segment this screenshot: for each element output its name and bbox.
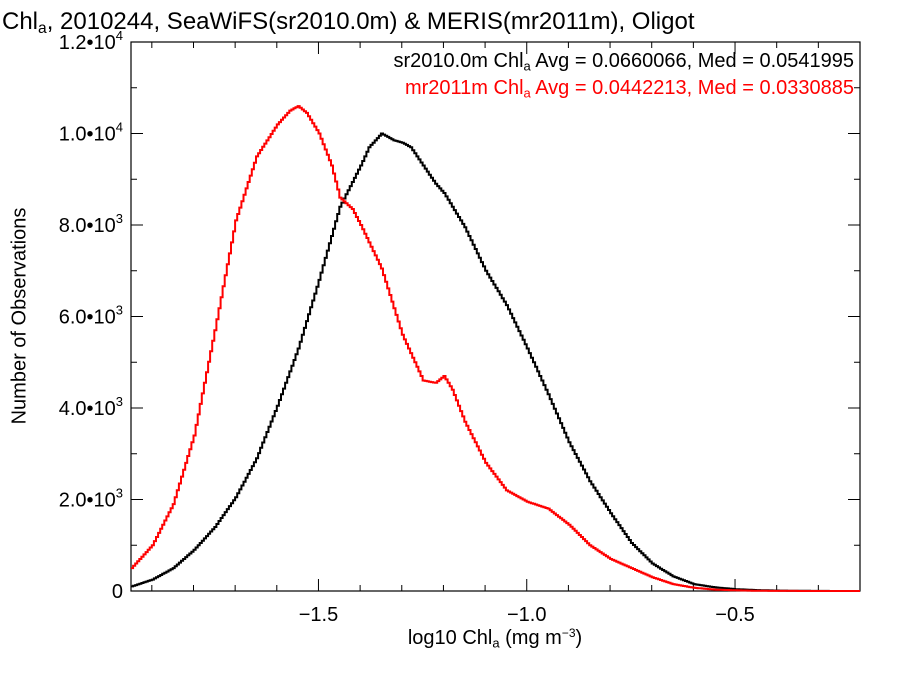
- x-axis-title-main: log10 Chl: [407, 627, 493, 650]
- legend-mr2011-subscript: a: [523, 85, 531, 101]
- x-tick-label: −1.5: [299, 604, 338, 626]
- x-axis-title-subscript: a: [492, 635, 500, 651]
- legend-sr2010-stats: Avg = 0.0660066, Med = 0.0541995: [530, 50, 854, 72]
- y-tick-label: 8.0•103: [59, 211, 123, 237]
- legend-sr2010-label: sr2010.0m Chl: [393, 50, 524, 72]
- legend-mr2011-label: mr2011m Chl: [404, 77, 524, 99]
- x-tick-label: −1.0: [507, 604, 546, 626]
- x-axis-title-close: ): [575, 627, 583, 650]
- y-tick-label: 6.0•103: [59, 303, 123, 329]
- legend-mr2011-stats: Avg = 0.0442213, Med = 0.0330885: [530, 77, 854, 99]
- y-tick-label: 1.2•104: [59, 28, 123, 54]
- plot-frame: [130, 41, 861, 592]
- x-tick-label: −0.5: [715, 604, 754, 626]
- y-tick-label: 0: [112, 581, 123, 603]
- title-prefix-subscript: a: [38, 19, 47, 37]
- chart-title: Chla, 2010244, SeaWiFS(sr2010.0m) & MERI…: [2, 8, 695, 38]
- legend-entry-mr2011: mr2011m Chla Avg = 0.0442213, Med = 0.03…: [405, 77, 854, 100]
- series-line-sr2010: [131, 132, 860, 592]
- series-line-mr2011: [131, 105, 860, 592]
- y-tick-label: 4.0•103: [59, 394, 123, 420]
- x-axis-title-superscript: −3: [561, 626, 576, 640]
- y-tick-label: 2.0•103: [59, 486, 123, 512]
- legend-entry-sr2010: sr2010.0m Chla Avg = 0.0660066, Med = 0.…: [393, 50, 854, 73]
- y-tick-label: 1.0•104: [59, 120, 123, 146]
- x-axis-title: log10 Chla (mg m−3): [408, 626, 582, 650]
- title-prefix: Chl: [2, 8, 39, 35]
- legend-sr2010-subscript: a: [523, 58, 531, 74]
- title-rest: , 2010244, SeaWiFS(sr2010.0m) & MERIS(mr…: [46, 8, 695, 35]
- x-axis-title-units: (mg m: [499, 627, 562, 650]
